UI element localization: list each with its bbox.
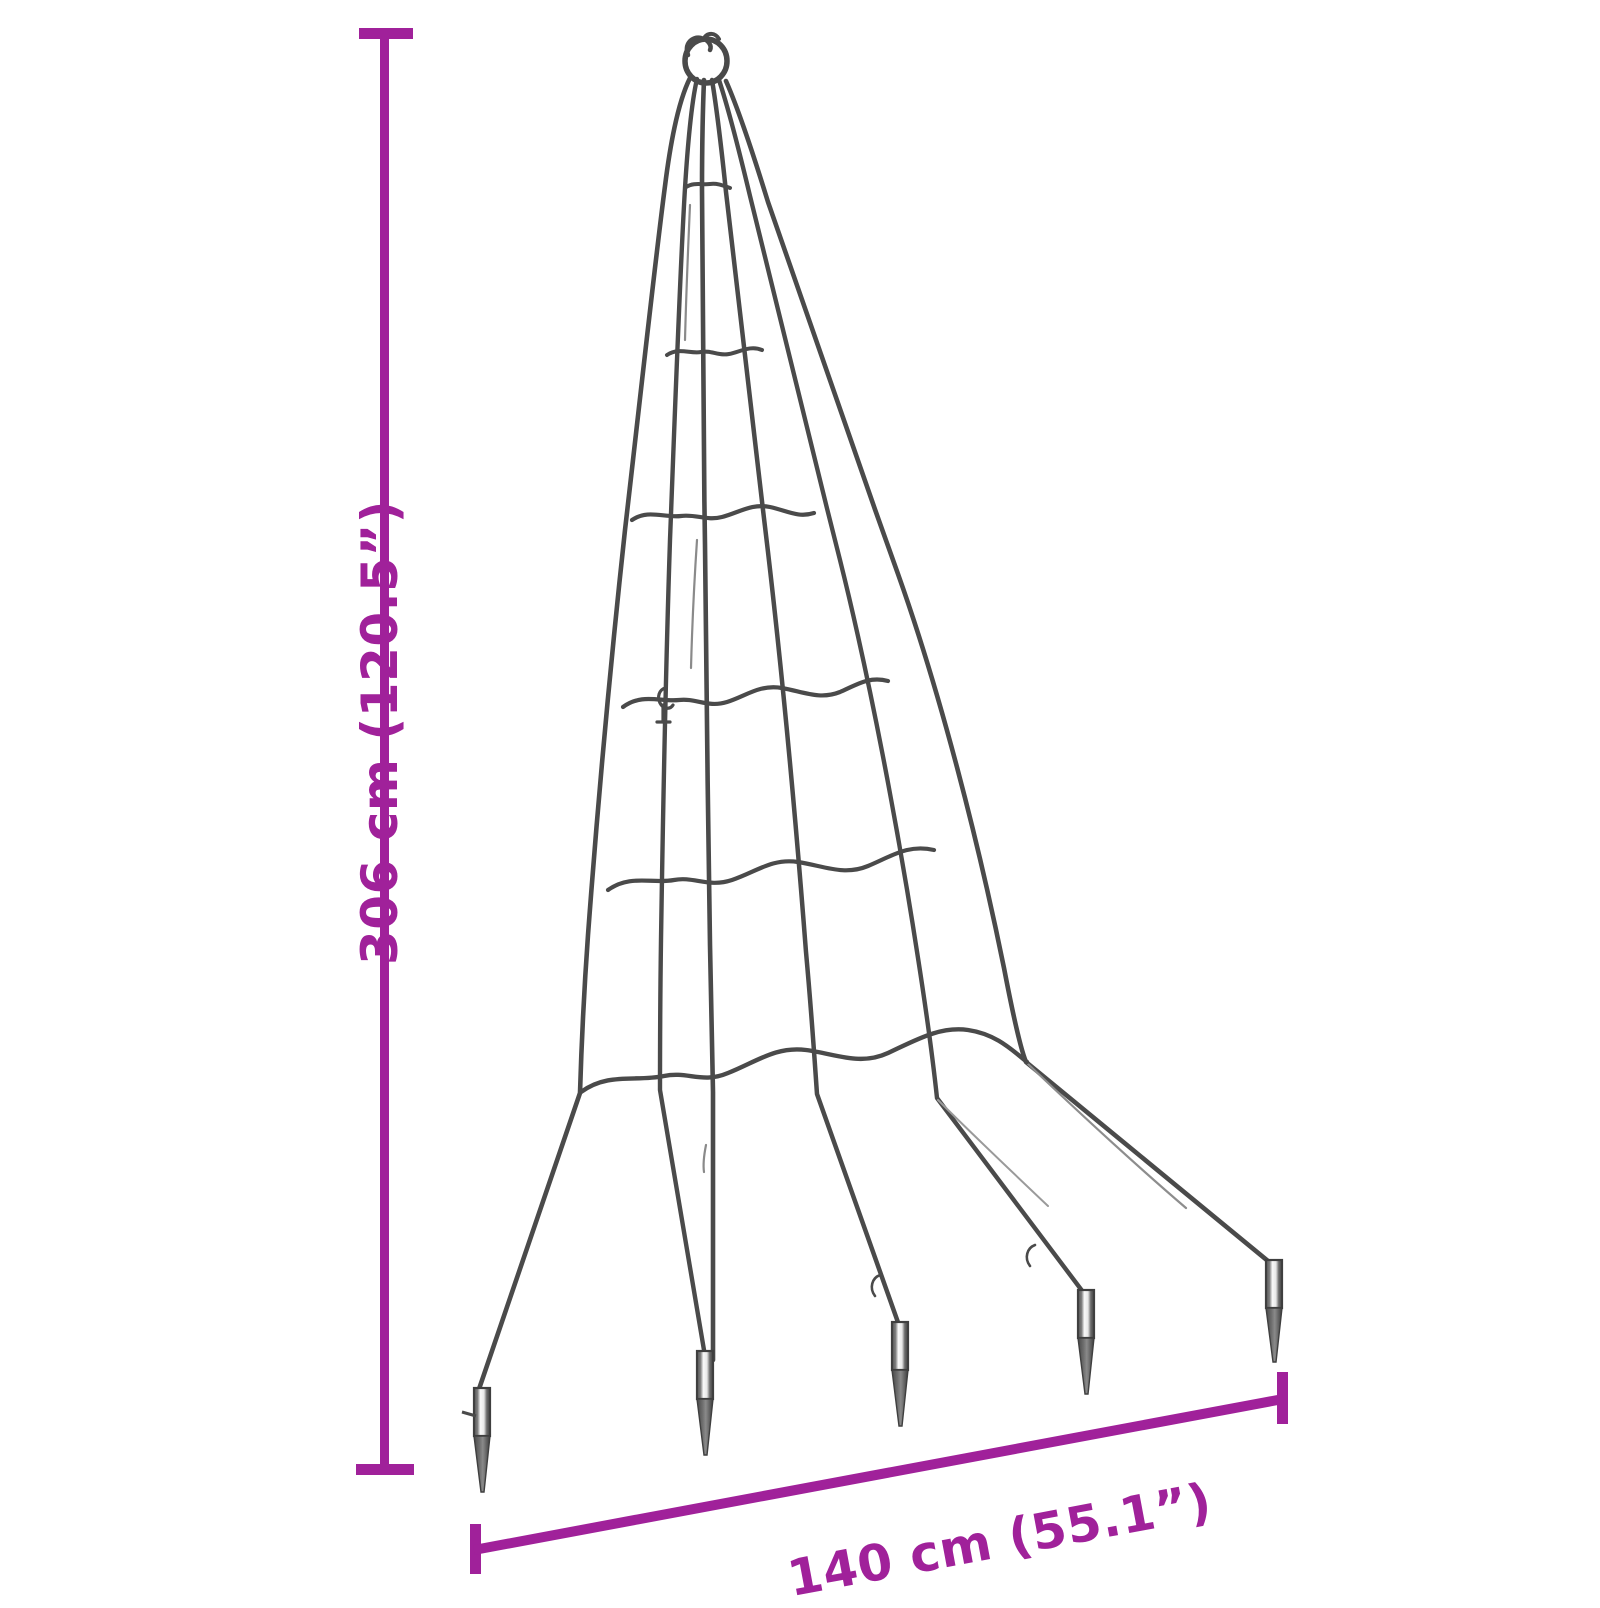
trellis-rod-inner-highlight-2 xyxy=(689,538,699,670)
top-hanging-ring xyxy=(682,31,730,86)
height-dimension-shaft xyxy=(380,33,389,1471)
width-dimension-shaft xyxy=(473,1394,1284,1555)
trellis-ring-3 xyxy=(629,504,817,523)
trellis-rod-3 xyxy=(699,77,716,1363)
trellis-rod-1 xyxy=(475,75,693,1395)
width-dimension-line xyxy=(470,1372,1288,1574)
trellis-ring-5 xyxy=(605,846,937,893)
ground-stakes xyxy=(461,1258,1284,1493)
ground-stake-1 xyxy=(461,1386,492,1493)
trellis-rod-6 xyxy=(723,78,1277,1269)
trellis-rod-4 xyxy=(709,77,903,1331)
trellis-rod-inner-highlight xyxy=(683,203,692,342)
lower-spur-hook-2 xyxy=(870,1273,882,1298)
ring-hook-detail xyxy=(655,686,675,724)
height-dimension-line xyxy=(356,28,414,1475)
garden-obelisk-trellis xyxy=(475,31,1277,1395)
ground-stake-3 xyxy=(890,1320,910,1427)
rod2-lower-spur xyxy=(702,1143,708,1174)
trellis-rod-6-highlight xyxy=(1026,1062,1188,1210)
trellis-rod-5 xyxy=(716,77,1089,1299)
ground-stake-4 xyxy=(1076,1288,1096,1395)
lower-spur-hook xyxy=(1025,1243,1037,1268)
trellis-ring-1 xyxy=(684,181,732,190)
ground-stake-5 xyxy=(1264,1258,1284,1363)
trellis-rod-5-highlight xyxy=(937,1099,1049,1207)
height-dimension-label: 306 cm (120.5”) xyxy=(351,499,409,965)
ground-stake-2 xyxy=(695,1349,715,1456)
trellis-rod-2 xyxy=(657,76,708,1359)
trellis-ring-6 xyxy=(578,1027,1030,1095)
trellis-ring-2 xyxy=(665,346,764,357)
trellis-ring-4 xyxy=(620,677,891,710)
